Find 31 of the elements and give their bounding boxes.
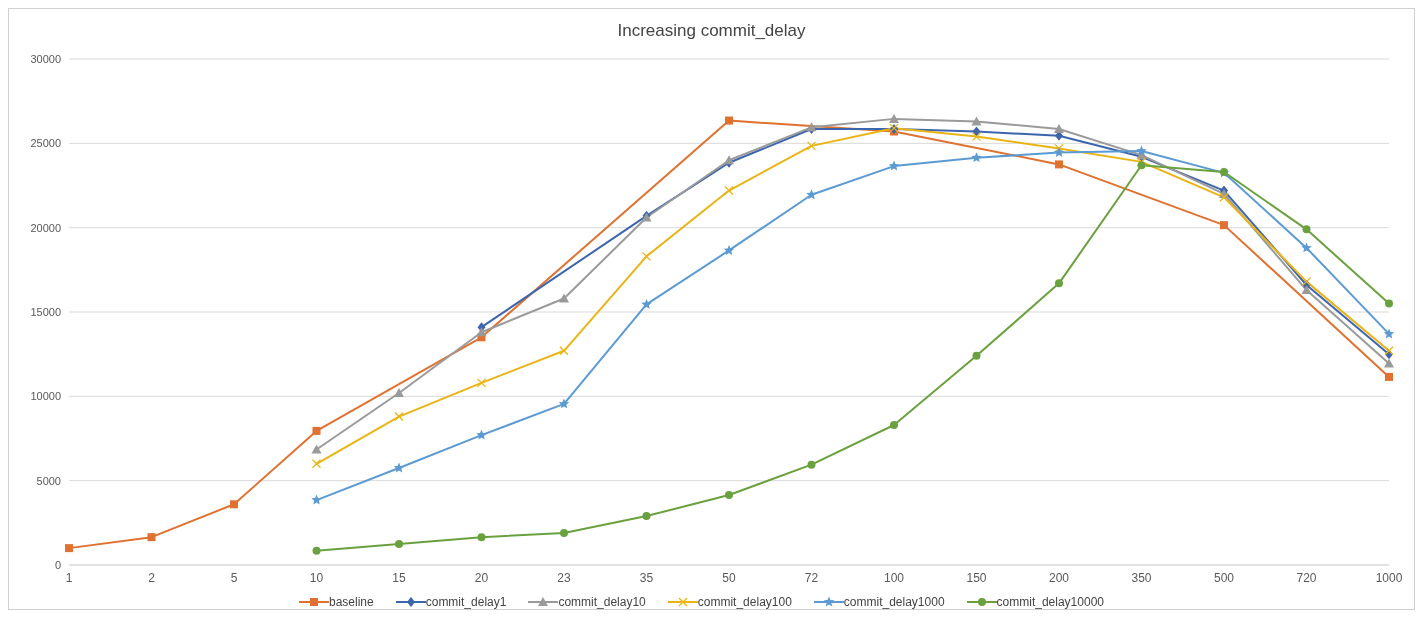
legend-label: baseline — [329, 595, 374, 609]
x-tick-label: 350 — [1131, 570, 1152, 585]
y-tick-label: 15000 — [30, 305, 61, 318]
chart-title: Increasing commit_delay — [616, 20, 807, 42]
y-tick-label: 25000 — [30, 137, 61, 150]
legend-label: commit_delay10000 — [996, 595, 1104, 609]
y-tick-label: 0 — [54, 558, 61, 571]
y-tick-label: 5000 — [36, 474, 61, 487]
x-tick-label: 200 — [1048, 570, 1070, 585]
legend-label: commit_delay100 — [697, 595, 792, 609]
y-tick-label: 30000 — [30, 52, 61, 65]
y-tick-label: 20000 — [30, 221, 61, 234]
x-tick-label: 1 — [65, 570, 73, 585]
legend-label: commit_delay1000 — [843, 595, 945, 609]
x-tick-label: 720 — [1296, 570, 1317, 585]
x-tick-label: 2 — [148, 570, 156, 585]
x-tick-label: 35 — [639, 570, 654, 585]
y-tick-label: 10000 — [30, 390, 61, 403]
x-tick-label: 500 — [1213, 570, 1235, 585]
x-tick-label: 72 — [804, 570, 819, 585]
x-tick-label: 10 — [309, 570, 324, 585]
x-tick-label: 100 — [883, 570, 905, 585]
x-tick-label: 15 — [392, 570, 406, 585]
x-tick-label: 5 — [230, 570, 238, 585]
legend-label: commit_delay10 — [558, 595, 646, 609]
x-tick-label: 150 — [966, 570, 987, 585]
x-tick-label: 23 — [557, 570, 571, 585]
x-tick-label: 50 — [722, 570, 736, 585]
legend-label: commit_delay1 — [425, 595, 507, 609]
x-tick-label: 1000 — [1375, 570, 1403, 585]
x-tick-label: 20 — [474, 570, 489, 585]
